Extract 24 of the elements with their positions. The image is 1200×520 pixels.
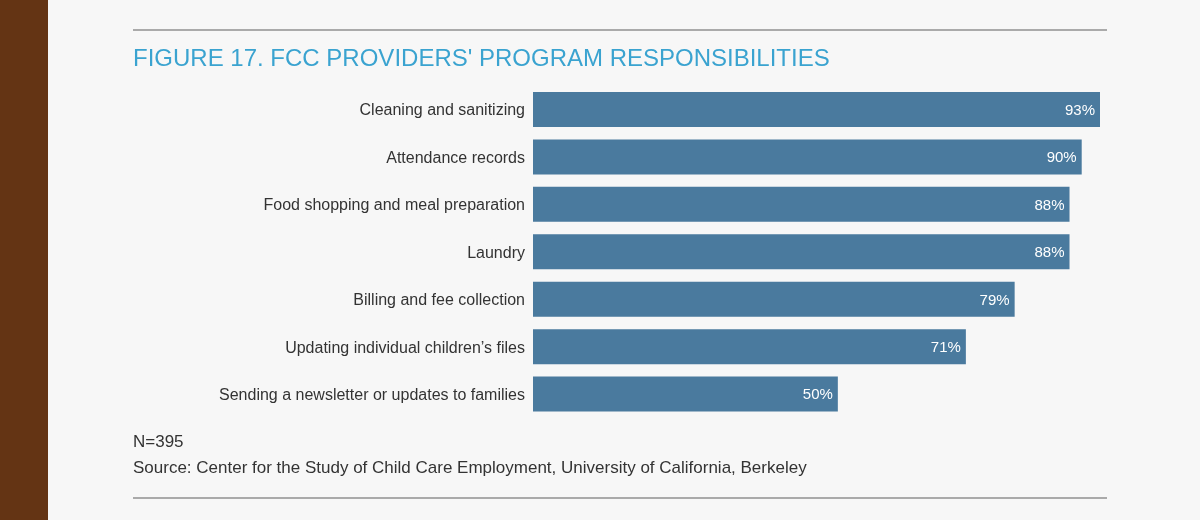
data-label: 88%: [1034, 195, 1065, 213]
y-tick-label: Attendance records: [386, 148, 525, 166]
y-tick-label: Food shopping and meal preparation: [263, 196, 525, 214]
y-tick-label: Billing and fee collection: [353, 291, 525, 309]
source-note: Source: Center for the Study of Child Care Employment, University of California, Berkeley: [133, 458, 807, 478]
data-label: 90%: [1046, 148, 1077, 166]
y-tick-label: Sending a newsletter or updates to families: [219, 385, 525, 403]
bar: [533, 234, 1070, 270]
chart-title: FIGURE 17. FCC PROVIDERS' PROGRAM RESPONSIBILITIES: [133, 44, 830, 72]
bar: [533, 92, 1100, 127]
data-label: 71%: [930, 337, 961, 355]
bar: [533, 376, 838, 412]
data-label: 50%: [802, 385, 833, 403]
bar: [533, 329, 966, 365]
data-label: 88%: [1034, 243, 1065, 261]
y-tick-label: Cleaning and sanitizing: [359, 101, 525, 119]
y-tick-label: Updating individual children’s files: [285, 338, 525, 356]
bar: [533, 281, 1015, 317]
bar: [533, 186, 1070, 222]
text: N=395: [133, 432, 184, 452]
data-label: 93%: [1064, 100, 1095, 118]
bar: [533, 139, 1082, 175]
y-tick-label: Laundry: [467, 243, 525, 261]
data-label: 79%: [979, 290, 1010, 308]
